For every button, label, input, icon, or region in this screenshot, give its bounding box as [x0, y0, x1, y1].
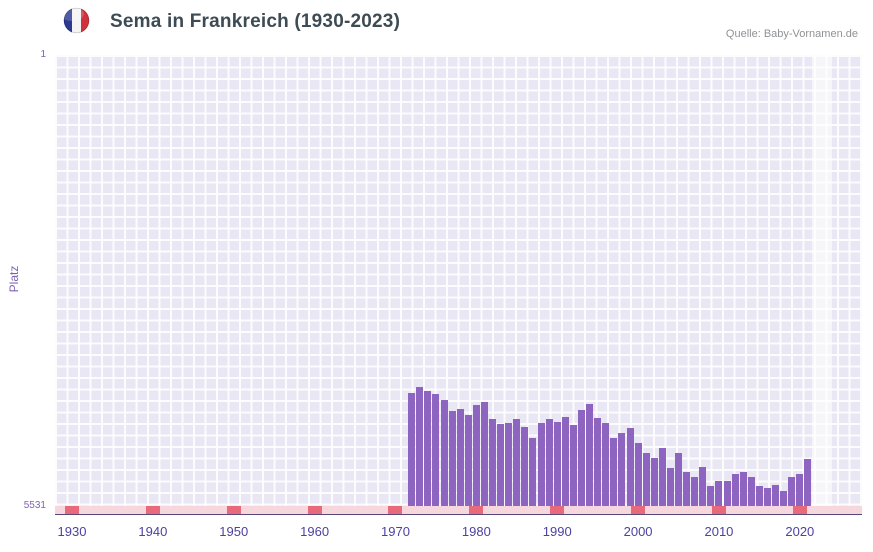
bar-1996[interactable] — [602, 422, 610, 506]
bar-1993[interactable] — [577, 409, 585, 506]
y-axis-tick-min: 5531 — [23, 500, 46, 511]
x-axis-tick-1940: 1940 — [138, 524, 168, 539]
source-attribution: Quelle: Baby-Vornamen.de — [725, 28, 858, 40]
bar-2013[interactable] — [739, 471, 747, 506]
x-axis-tick-1990: 1990 — [542, 524, 572, 539]
decade-marker-1970 — [388, 506, 403, 514]
bar-1985[interactable] — [513, 419, 521, 506]
bar-1990[interactable] — [553, 421, 561, 506]
bar-2008[interactable] — [699, 466, 707, 506]
bar-1987[interactable] — [529, 438, 537, 506]
bar-2007[interactable] — [691, 476, 699, 506]
decade-marker-1990 — [550, 506, 565, 514]
bar-1975[interactable] — [432, 394, 440, 506]
bar-2015[interactable] — [755, 486, 763, 506]
x-axis-tick-1930: 1930 — [57, 524, 87, 539]
x-axis-tick-2010: 2010 — [704, 524, 734, 539]
bar-2019[interactable] — [788, 476, 796, 506]
bar-1991[interactable] — [561, 417, 569, 506]
bar-2010[interactable] — [715, 481, 723, 506]
bar-1979[interactable] — [464, 415, 472, 506]
french-flag-icon — [63, 7, 90, 34]
bar-1983[interactable] — [497, 423, 505, 506]
bar-1978[interactable] — [456, 408, 464, 506]
x-axis-tick-1960: 1960 — [300, 524, 330, 539]
bar-1992[interactable] — [569, 425, 577, 506]
bar-1995[interactable] — [594, 417, 602, 506]
bar-2016[interactable] — [763, 487, 771, 506]
bar-1977[interactable] — [448, 411, 456, 506]
x-axis-tick-1970: 1970 — [381, 524, 410, 539]
y-axis-tick-max: 1 — [40, 49, 46, 60]
decade-marker-1950 — [226, 506, 241, 514]
bar-1997[interactable] — [610, 438, 618, 506]
bar-1984[interactable] — [505, 422, 513, 506]
bar-1973[interactable] — [416, 386, 424, 506]
bar-2009[interactable] — [707, 486, 715, 506]
bar-2000[interactable] — [634, 443, 642, 506]
y-axis-label: Platz — [7, 265, 21, 293]
x-axis-tick-1980: 1980 — [461, 524, 491, 539]
bar-1986[interactable] — [521, 426, 529, 506]
bar-1981[interactable] — [480, 402, 488, 506]
bar-2002[interactable] — [650, 457, 658, 506]
chart-title: Sema in Frankreich (1930-2023) — [110, 11, 401, 32]
decade-marker-2000 — [631, 506, 646, 514]
bar-1999[interactable] — [626, 427, 634, 506]
decade-marker-1940 — [145, 506, 160, 514]
bar-1994[interactable] — [586, 403, 594, 506]
bar-2012[interactable] — [731, 474, 739, 506]
bar-2021[interactable] — [804, 459, 812, 506]
french-flag-icon — [63, 7, 90, 34]
bar-1976[interactable] — [440, 399, 448, 506]
decade-marker-2010 — [711, 506, 726, 514]
x-axis-tick-1950: 1950 — [219, 524, 249, 539]
bar-2017[interactable] — [772, 484, 780, 506]
bar-2011[interactable] — [723, 481, 731, 506]
bar-2001[interactable] — [642, 452, 650, 506]
bar-2003[interactable] — [658, 448, 666, 506]
bar-1974[interactable] — [424, 390, 432, 506]
bar-1972[interactable] — [408, 393, 416, 506]
decade-marker-1960 — [307, 506, 322, 514]
decade-marker-1980 — [469, 506, 484, 514]
bar-1982[interactable] — [489, 418, 497, 506]
bar-1988[interactable] — [537, 422, 545, 506]
baseline-strip — [55, 506, 862, 514]
bar-1980[interactable] — [472, 404, 480, 506]
recent-years-highlight-band — [812, 55, 832, 514]
bar-1998[interactable] — [618, 433, 626, 506]
bars-layer — [55, 55, 862, 514]
decade-marker-1930 — [65, 506, 79, 514]
bar-1989[interactable] — [545, 419, 553, 506]
plot-area — [55, 55, 862, 515]
x-axis-tick-2000: 2000 — [623, 524, 653, 539]
bar-2018[interactable] — [780, 491, 788, 506]
bar-2005[interactable] — [675, 452, 683, 506]
bar-2006[interactable] — [683, 471, 691, 506]
x-axis-tick-2020: 2020 — [785, 524, 815, 539]
bar-2014[interactable] — [747, 476, 755, 506]
decade-marker-2020 — [792, 506, 807, 514]
bar-2004[interactable] — [666, 467, 674, 506]
bar-2020[interactable] — [796, 474, 804, 506]
